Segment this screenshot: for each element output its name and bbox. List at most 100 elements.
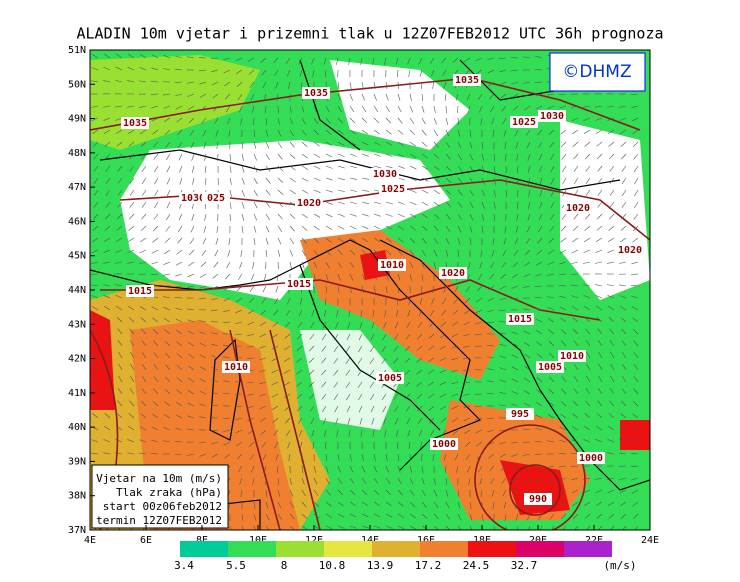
wind-arrow <box>345 369 351 376</box>
wind-arrow <box>421 141 428 147</box>
wind-arrow <box>349 117 356 124</box>
wind-arrow <box>325 141 333 146</box>
wind-arrow <box>188 105 195 111</box>
wind-arrow <box>337 273 341 281</box>
wind-arrow <box>572 237 579 243</box>
wind-arrow <box>429 417 435 424</box>
wind-arrow <box>595 501 603 507</box>
wind-arrow <box>164 401 171 407</box>
wind-arrow <box>103 129 111 134</box>
wind-arrow <box>211 441 219 445</box>
wind-arrow <box>463 405 471 409</box>
wind-arrow <box>407 429 411 437</box>
wind-arrow <box>559 285 567 287</box>
wind-arrow <box>228 501 231 509</box>
wind-arrow <box>337 93 341 101</box>
wind-arrow <box>550 189 555 197</box>
wind-arrow <box>451 321 459 327</box>
wind-arrow <box>325 129 332 135</box>
wind-arrow <box>501 105 507 112</box>
wind-arrow <box>442 297 447 305</box>
wind-arrow <box>175 105 183 110</box>
wind-arrow <box>361 105 367 112</box>
wind-arrow <box>117 388 123 395</box>
colorbar-label: 8 <box>281 559 288 572</box>
wind-arrow <box>253 525 257 530</box>
wind-arrow <box>140 225 147 232</box>
wind-arrow <box>409 189 417 193</box>
wind-arrow <box>373 513 381 518</box>
wind-arrow <box>141 340 147 347</box>
wind-arrow <box>607 284 615 287</box>
lat-label: 41N <box>68 388 86 399</box>
wind-arrow <box>547 105 555 109</box>
wind-arrow <box>535 93 543 97</box>
wind-arrow <box>585 340 591 347</box>
wind-arrow <box>493 189 496 197</box>
wind-arrow <box>323 57 327 65</box>
wind-arrow <box>118 351 123 359</box>
wind-arrow <box>265 237 269 245</box>
wind-arrow <box>325 105 330 113</box>
wind-arrow <box>189 237 195 244</box>
wind-arrow <box>260 429 267 435</box>
wind-arrow <box>464 429 471 435</box>
wind-arrow <box>289 153 296 159</box>
wind-arrow <box>357 381 363 388</box>
wind-arrow <box>499 429 507 432</box>
wind-arrow <box>296 381 303 387</box>
wind-arrow <box>547 318 555 323</box>
wind-arrow <box>573 376 579 383</box>
wind-arrow <box>504 513 507 521</box>
wind-arrow <box>262 453 267 461</box>
wind-arrow <box>632 328 639 335</box>
wind-arrow <box>241 165 245 173</box>
wind-arrow <box>371 321 375 329</box>
wind-arrow <box>325 297 327 305</box>
wind-arrow <box>457 177 463 184</box>
wind-arrow <box>409 237 416 244</box>
wind-arrow <box>440 417 447 423</box>
wind-arrow <box>595 425 603 431</box>
wind-arrow <box>607 117 615 121</box>
wind-arrow <box>323 309 327 317</box>
wind-arrow <box>561 388 567 395</box>
wind-arrow <box>175 273 183 277</box>
wind-arrow <box>105 328 111 335</box>
wind-arrow <box>240 489 243 497</box>
wind-arrow <box>175 401 183 407</box>
wind-arrow <box>432 81 435 89</box>
wind-arrow <box>409 201 417 206</box>
wind-arrow <box>335 321 339 329</box>
wind-arrow <box>433 165 440 171</box>
wind-arrow <box>347 417 351 425</box>
wind-arrow <box>421 117 426 125</box>
wind-arrow <box>249 81 255 88</box>
wind-arrow <box>175 414 183 419</box>
wind-arrow <box>92 141 99 147</box>
wind-arrow <box>534 81 543 83</box>
wind-arrow <box>463 57 471 62</box>
wind-arrow <box>166 189 171 197</box>
wind-arrow <box>277 261 279 270</box>
wind-arrow <box>199 342 207 347</box>
wind-arrow <box>216 141 219 149</box>
wind-arrow <box>608 317 615 323</box>
wind-arrow <box>115 425 123 431</box>
wind-arrow <box>571 284 579 287</box>
isobar-label-bg <box>564 202 592 214</box>
wind-arrow <box>523 402 531 407</box>
wind-arrow <box>597 213 603 220</box>
isobar-label: 1015 <box>287 279 311 290</box>
wind-arrow <box>163 414 171 419</box>
wind-arrow <box>103 452 111 455</box>
wind-arrow <box>385 465 389 473</box>
wind-arrow <box>409 177 417 181</box>
wind-arrow <box>397 129 404 135</box>
wind-arrow <box>151 117 159 122</box>
wind-arrow <box>571 295 579 299</box>
isobar-label-bg <box>202 192 230 204</box>
wind-arrow <box>393 393 399 400</box>
wind-arrow <box>313 525 321 530</box>
wind-arrow <box>583 117 591 121</box>
